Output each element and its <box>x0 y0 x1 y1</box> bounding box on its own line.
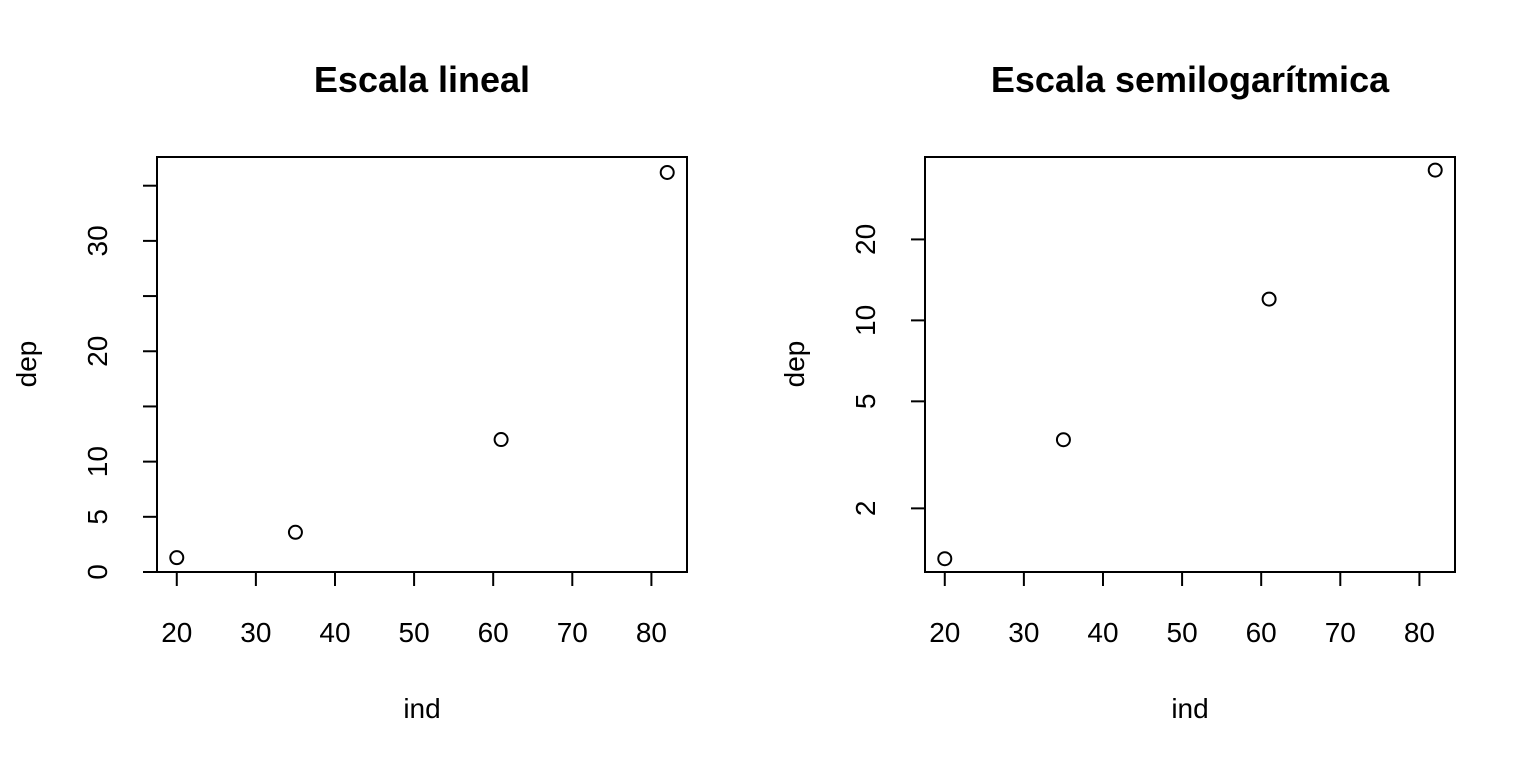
data-point <box>1055 432 1071 448</box>
y-tick-label: 10 <box>850 305 881 336</box>
y-tick-label: 10 <box>82 446 113 477</box>
x-axis: 20 30 40 50 60 70 80 <box>161 571 667 648</box>
x-tick-label: 70 <box>1325 617 1356 648</box>
y-tick-label: 20 <box>82 336 113 367</box>
y-axis-label: dep <box>11 341 42 388</box>
y-tick-label: 30 <box>82 225 113 256</box>
x-tick-label: 50 <box>1167 617 1198 648</box>
x-tick-label: 30 <box>1008 617 1039 648</box>
x-tick-label: 20 <box>929 617 960 648</box>
data-points <box>937 162 1443 567</box>
y-axis: 0 5 10 20 30 <box>82 184 158 580</box>
data-points <box>169 164 675 566</box>
x-axis: 20 30 40 50 60 70 80 <box>929 571 1435 648</box>
x-tick-label: 80 <box>636 617 667 648</box>
y-tick-label: 2 <box>850 501 881 517</box>
x-tick-label: 80 <box>1404 617 1435 648</box>
y-tick-label: 5 <box>850 394 881 410</box>
data-point <box>1427 162 1443 178</box>
y-tick-label: 20 <box>850 224 881 255</box>
x-tick-label: 20 <box>161 617 192 648</box>
x-axis-label: ind <box>1171 693 1208 724</box>
data-point <box>659 164 675 180</box>
x-tick-label: 60 <box>1246 617 1277 648</box>
panel-semilog: Escala semilogarítmica 20 30 40 50 60 70 80 2 5… <box>779 59 1456 724</box>
data-point <box>169 550 185 566</box>
y-axis: 2 5 10 20 <box>850 224 926 517</box>
x-tick-label: 40 <box>319 617 350 648</box>
x-tick-label: 30 <box>240 617 271 648</box>
x-tick-label: 60 <box>478 617 509 648</box>
y-axis-label: dep <box>779 341 810 388</box>
data-point <box>937 551 953 567</box>
y-tick-label: 5 <box>82 509 113 525</box>
panel-linear: Escala lineal 20 30 40 50 60 70 80 0 5 10 20 30 in… <box>11 59 688 724</box>
data-point <box>1261 291 1277 307</box>
chart-title: Escala semilogarítmica <box>991 59 1390 100</box>
chart-title: Escala lineal <box>314 59 530 100</box>
x-tick-label: 70 <box>557 617 588 648</box>
y-tick-label: 0 <box>82 564 113 580</box>
x-tick-label: 40 <box>1087 617 1118 648</box>
data-point <box>493 432 509 448</box>
x-tick-label: 50 <box>399 617 430 648</box>
x-axis-label: ind <box>403 693 440 724</box>
data-point <box>287 524 303 540</box>
